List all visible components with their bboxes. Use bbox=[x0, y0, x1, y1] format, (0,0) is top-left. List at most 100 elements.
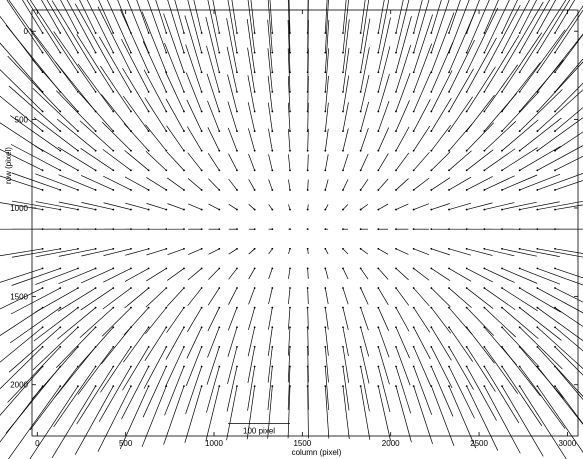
vector-point bbox=[359, 189, 362, 191]
vector-point bbox=[554, 51, 556, 54]
vector-point bbox=[342, 110, 344, 113]
vector-point bbox=[483, 346, 486, 348]
vector-point bbox=[430, 228, 433, 231]
vector-point bbox=[236, 267, 238, 270]
vector-arrow bbox=[501, 32, 543, 93]
vector-point bbox=[359, 267, 362, 270]
vector-arrow bbox=[228, 203, 238, 210]
vector-arrow bbox=[395, 386, 412, 443]
vector-arrow bbox=[378, 153, 389, 171]
vector-point bbox=[271, 287, 274, 289]
vector-arrow bbox=[81, 202, 114, 210]
vector-arrow bbox=[395, 203, 409, 210]
vector-arrow bbox=[360, 0, 366, 34]
vector-arrow bbox=[228, 268, 238, 280]
vector-arrow bbox=[324, 346, 329, 383]
vector-point bbox=[324, 287, 327, 289]
vector-point bbox=[147, 326, 150, 329]
vector-arrow bbox=[324, 154, 329, 171]
vector-arrow bbox=[212, 0, 220, 34]
vector-point bbox=[59, 32, 62, 34]
vector-arrow bbox=[431, 0, 450, 53]
vector-arrow bbox=[501, 201, 537, 210]
vector-point bbox=[253, 71, 256, 74]
vector-point bbox=[324, 149, 327, 152]
vector-point bbox=[59, 346, 62, 348]
vector-arrow bbox=[166, 307, 185, 333]
vector-point bbox=[41, 267, 44, 270]
vector-point bbox=[41, 208, 44, 211]
vector-point bbox=[554, 247, 556, 250]
vector-point bbox=[183, 247, 185, 250]
vector-arrow bbox=[0, 175, 43, 191]
vector-arrow bbox=[144, 97, 167, 132]
vector-arrow bbox=[0, 346, 43, 390]
vector-point bbox=[165, 346, 168, 348]
vector-arrow bbox=[174, 0, 185, 34]
vector-point bbox=[41, 385, 44, 388]
vector-point bbox=[218, 385, 221, 388]
vector-point bbox=[41, 287, 44, 289]
vector-arrow bbox=[342, 386, 350, 440]
vector-point bbox=[518, 306, 521, 309]
vector-arrow bbox=[519, 366, 566, 429]
vector-point bbox=[271, 385, 274, 388]
vector-point bbox=[218, 169, 221, 172]
vector-arrow bbox=[101, 94, 132, 132]
vector-arrow bbox=[247, 75, 255, 112]
vector-arrow bbox=[360, 153, 369, 171]
vector-point bbox=[147, 149, 150, 152]
vector-point bbox=[236, 189, 238, 191]
vector-arrow bbox=[267, 346, 273, 383]
vector-arrow bbox=[466, 307, 494, 336]
vector-arrow bbox=[501, 366, 543, 426]
vector-arrow bbox=[185, 72, 202, 112]
vector-point bbox=[218, 247, 221, 250]
vector-point bbox=[324, 247, 327, 250]
vector-arrow bbox=[519, 248, 560, 257]
vector-arrow bbox=[395, 327, 410, 359]
vector-arrow bbox=[80, 268, 114, 284]
vector-arrow bbox=[267, 366, 273, 411]
vector-arrow bbox=[227, 74, 238, 112]
vector-arrow bbox=[484, 0, 499, 34]
plot-frame bbox=[31, 9, 579, 437]
vector-point bbox=[554, 169, 556, 172]
vector-point bbox=[536, 385, 539, 388]
vector-point bbox=[289, 247, 291, 250]
vector-point bbox=[112, 130, 115, 132]
vector-point bbox=[94, 130, 97, 132]
vector-point bbox=[200, 306, 203, 309]
vector-point bbox=[483, 110, 486, 113]
vector-point bbox=[271, 306, 274, 309]
vector-point bbox=[183, 149, 185, 152]
vector-point bbox=[377, 71, 380, 74]
vector-arrow bbox=[342, 204, 349, 210]
vector-arrow bbox=[325, 204, 329, 210]
vector-point bbox=[77, 287, 79, 289]
vector-point bbox=[253, 306, 256, 309]
vector-arrow bbox=[227, 346, 238, 384]
vector-arrow bbox=[228, 287, 238, 305]
vector-point bbox=[501, 90, 503, 93]
vector-point bbox=[465, 267, 468, 270]
vector-point bbox=[377, 287, 380, 289]
vector-point bbox=[112, 346, 115, 348]
vector-point bbox=[342, 32, 344, 34]
vector-arrow bbox=[0, 95, 43, 132]
vector-point bbox=[59, 365, 62, 368]
vector-arrow bbox=[100, 65, 132, 112]
vector-point bbox=[218, 32, 221, 34]
vector-point bbox=[306, 149, 309, 152]
vector-point bbox=[518, 208, 521, 211]
vector-point bbox=[324, 169, 327, 172]
vector-point bbox=[324, 71, 327, 74]
vector-arrow bbox=[324, 386, 330, 439]
vector-arrow bbox=[166, 125, 185, 151]
vector-point bbox=[554, 385, 556, 388]
vector-arrow bbox=[0, 122, 43, 151]
vector-arrow bbox=[0, 385, 43, 443]
vector-arrow bbox=[519, 89, 563, 132]
vector-point bbox=[377, 130, 380, 132]
vector-point bbox=[130, 365, 132, 368]
